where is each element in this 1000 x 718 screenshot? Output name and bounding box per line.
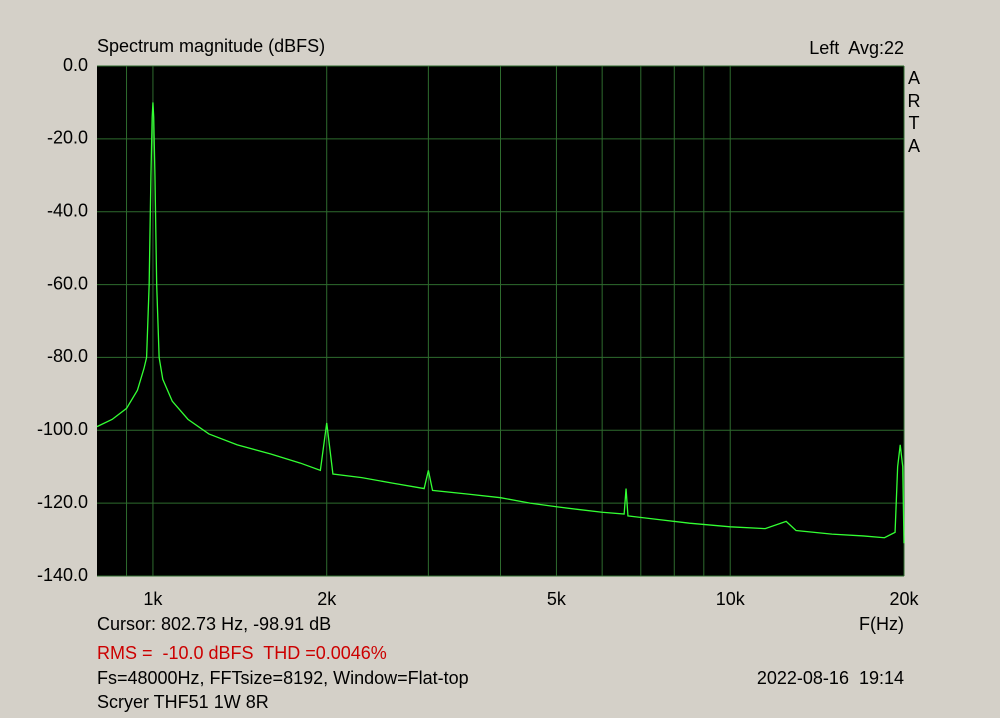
spectrum-line [96, 102, 905, 544]
y-tick-label: -20.0 [47, 128, 88, 148]
y-tick-label: -60.0 [47, 273, 88, 293]
brand: ARTA [907, 68, 921, 156]
y-tick-label: 0.0 [63, 55, 88, 75]
x-tick-label: 5k [547, 589, 567, 609]
device: Scryer THF51 1W 8R [97, 692, 269, 712]
cursor-readout: Cursor: 802.73 Hz, -98.91 dB [97, 614, 331, 634]
x-tick-label: 2k [317, 589, 337, 609]
x-tick-label: 10k [716, 589, 746, 609]
x-tick-label: 20k [889, 589, 919, 609]
y-tick-label: -40.0 [47, 200, 88, 220]
y-tick-label: -80.0 [47, 346, 88, 366]
settings: Fs=48000Hz, FFTsize=8192, Window=Flat-to… [97, 668, 469, 688]
channel-info: Left Avg:22 [809, 38, 904, 58]
timestamp: 2022-08-16 19:14 [757, 668, 904, 688]
y-tick-label: -120.0 [37, 492, 88, 512]
measurement: RMS = -10.0 dBFS THD =0.0046% [97, 643, 387, 663]
y-tick-label: -100.0 [37, 419, 88, 439]
x-axis-label: F(Hz) [859, 614, 904, 634]
chart-title: Spectrum magnitude (dBFS) [97, 36, 325, 56]
y-tick-label: -140.0 [37, 565, 88, 585]
x-tick-label: 1k [143, 589, 163, 609]
